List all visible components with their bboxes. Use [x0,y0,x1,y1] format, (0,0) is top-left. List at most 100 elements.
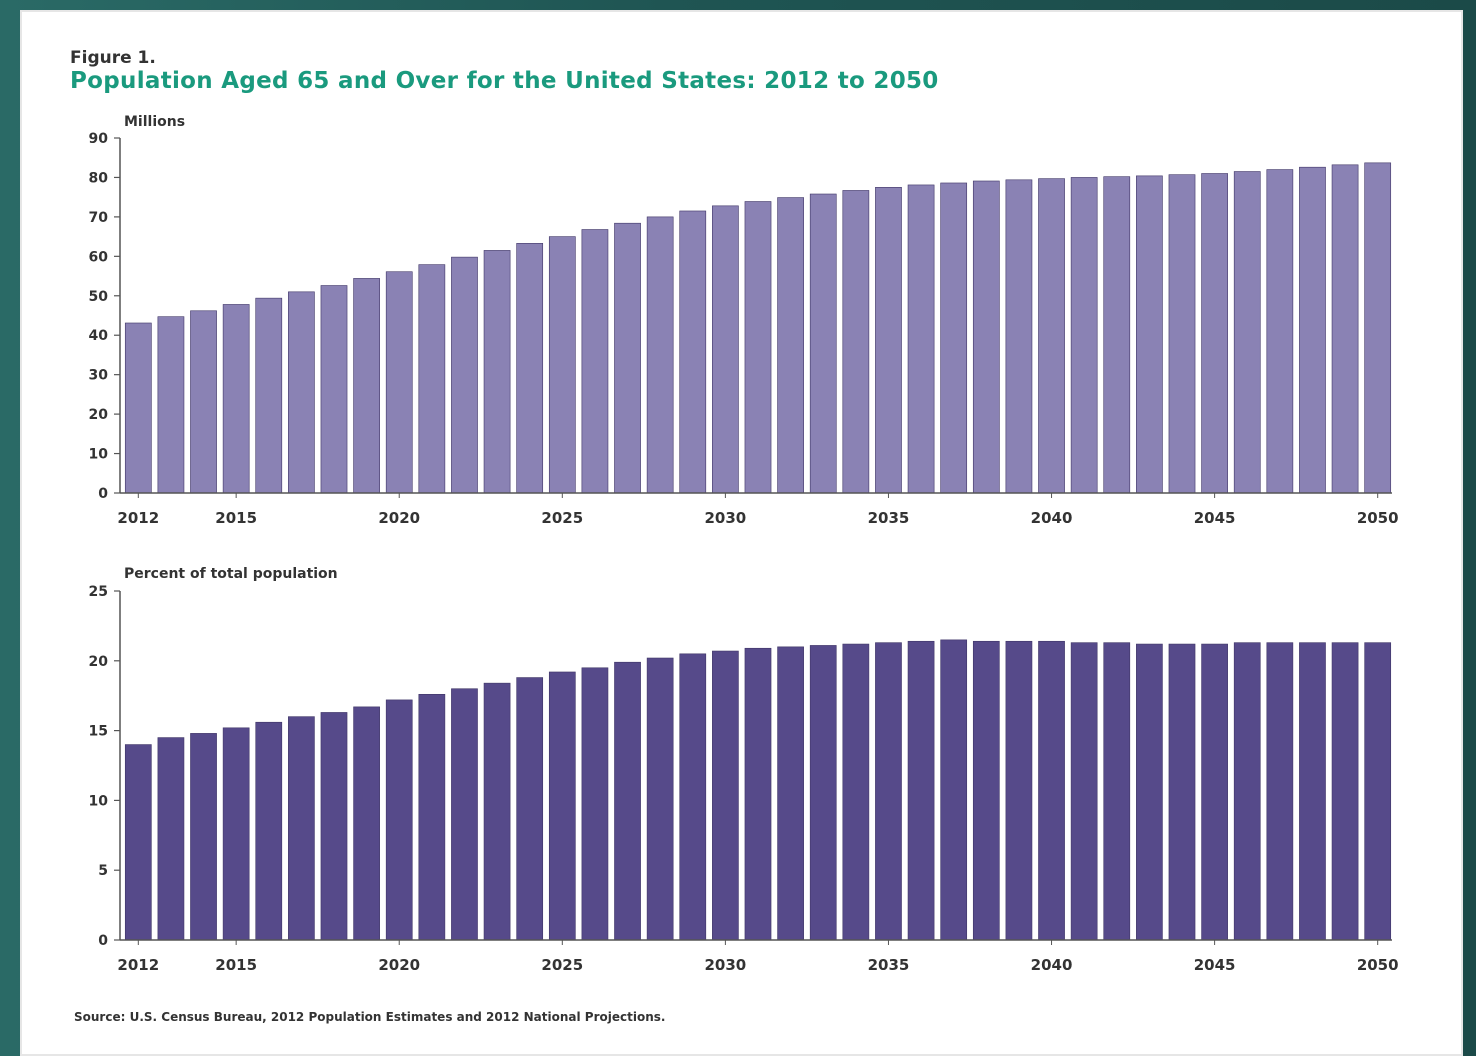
top-bar-2027 [614,222,641,494]
top-bar-2049 [1331,164,1359,494]
top-bar-2015 [222,304,250,494]
top-y-tick-label-20: 20 [89,407,109,423]
bottom-bar-2021 [418,693,446,941]
bottom-bar-2012 [124,744,152,941]
bottom-bar-2019 [353,706,380,941]
top-bar-2031 [744,201,772,494]
bottom-bar-2042 [1103,642,1131,941]
bottom-bar-2018 [320,712,348,941]
top-bar-2020 [385,271,413,494]
bottom-bar-2036 [907,640,935,941]
top-bar-2017 [288,291,315,494]
bottom-bar-2020 [385,699,413,941]
bottom-bar-2041 [1070,642,1098,941]
top-bar-2042 [1103,176,1131,494]
top-bar-2021 [418,264,446,494]
figure-title: Population Aged 65 and Over for the Unit… [70,68,939,94]
figure-label: Figure 1. [70,48,156,68]
bottom-bar-2028 [646,657,674,941]
bottom-bar-2024 [516,677,544,941]
bottom-bar-2023 [483,682,511,941]
bottom-x-tick-label-2045: 2045 [1194,956,1236,974]
top-bar-2023 [483,250,511,494]
bottom-bar-2040 [1038,640,1065,941]
bottom-bar-2016 [255,721,283,941]
bottom-bar-2049 [1331,642,1359,941]
top-bar-2014 [190,310,217,494]
bottom-bar-2029 [679,653,707,941]
top-x-tick-label-2025: 2025 [541,509,583,527]
top-bar-2039 [1005,179,1033,494]
top-bar-2034 [842,190,870,494]
bottom-bar-2047 [1266,642,1294,941]
bottom-x-tick-label-2030: 2030 [705,956,747,974]
top-y-tick-label-50: 50 [89,289,109,305]
bottom-x-tick-label-2025: 2025 [541,956,583,974]
bottom-bar-2022 [451,688,478,941]
top-x-tick-label-2050: 2050 [1357,509,1399,527]
top-bar-2016 [255,297,283,494]
top-bar-2036 [907,184,935,494]
top-bar-2012 [124,322,152,494]
top-x-tick-label-2045: 2045 [1194,509,1236,527]
top-bar-2019 [353,278,380,494]
top-x-tick-label-2020: 2020 [378,509,420,527]
bottom-x-tick-label-2015: 2015 [215,956,257,974]
bottom-bar-2043 [1136,643,1163,941]
bottom-y-tick-label-0: 0 [98,933,108,949]
top-y-tick-label-70: 70 [89,210,109,226]
top-bar-2018 [320,285,348,494]
bottom-bar-2013 [157,737,185,941]
top-bar-2026 [581,229,609,494]
top-y-tick-label-80: 80 [89,170,109,186]
top-bar-2041 [1070,177,1098,494]
top-bar-2046 [1233,171,1261,494]
bottom-bar-2030 [712,650,739,941]
bottom-y-tick-label-5: 5 [98,863,108,879]
bottom-bar-2027 [614,661,641,941]
bottom-bar-2031 [744,647,772,941]
top-y-axis-label: Millions [124,114,185,130]
top-bar-2025 [548,236,576,494]
bottom-y-tick-label-20: 20 [89,654,109,670]
bottom-bar-2037 [940,639,968,941]
bottom-bar-2046 [1233,642,1261,941]
top-bar-2040 [1038,178,1065,494]
top-bar-2032 [777,197,804,494]
bottom-x-tick-label-2050: 2050 [1357,956,1399,974]
bottom-y-tick-label-25: 25 [89,584,108,600]
top-bar-2037 [940,182,968,494]
bottom-bar-2039 [1005,640,1033,941]
bottom-x-tick-label-2012: 2012 [117,956,159,974]
top-y-tick-label-40: 40 [89,328,109,344]
top-bar-2050 [1364,162,1392,494]
top-bar-2013 [157,316,185,494]
bottom-bar-2032 [777,646,804,941]
top-y-tick-label-10: 10 [89,447,109,463]
top-bar-2048 [1299,166,1326,494]
top-x-tick-label-2030: 2030 [705,509,747,527]
top-bar-2045 [1201,173,1228,494]
top-bar-2035 [875,187,902,494]
top-bar-2047 [1266,169,1294,494]
bottom-bar-2015 [222,727,250,941]
bottom-y-axis-label: Percent of total population [124,566,338,582]
top-x-tick-label-2035: 2035 [868,509,910,527]
top-bar-2028 [646,216,674,494]
top-x-tick-label-2015: 2015 [215,509,257,527]
bottom-bar-2044 [1168,643,1196,941]
bottom-y-tick-label-10: 10 [89,793,109,809]
bottom-bar-2026 [581,667,609,941]
bottom-bar-2048 [1299,642,1326,941]
bottom-bar-2014 [190,733,217,941]
bottom-bar-2033 [809,645,837,941]
bottom-y-tick-label-15: 15 [89,724,108,740]
top-y-tick-label-90: 90 [89,131,109,147]
top-bar-2024 [516,243,544,494]
top-bar-2029 [679,210,707,494]
top-bar-2033 [809,193,837,494]
top-bar-2044 [1168,174,1196,494]
top-y-tick-label-30: 30 [89,368,109,384]
bottom-x-tick-label-2035: 2035 [868,956,910,974]
